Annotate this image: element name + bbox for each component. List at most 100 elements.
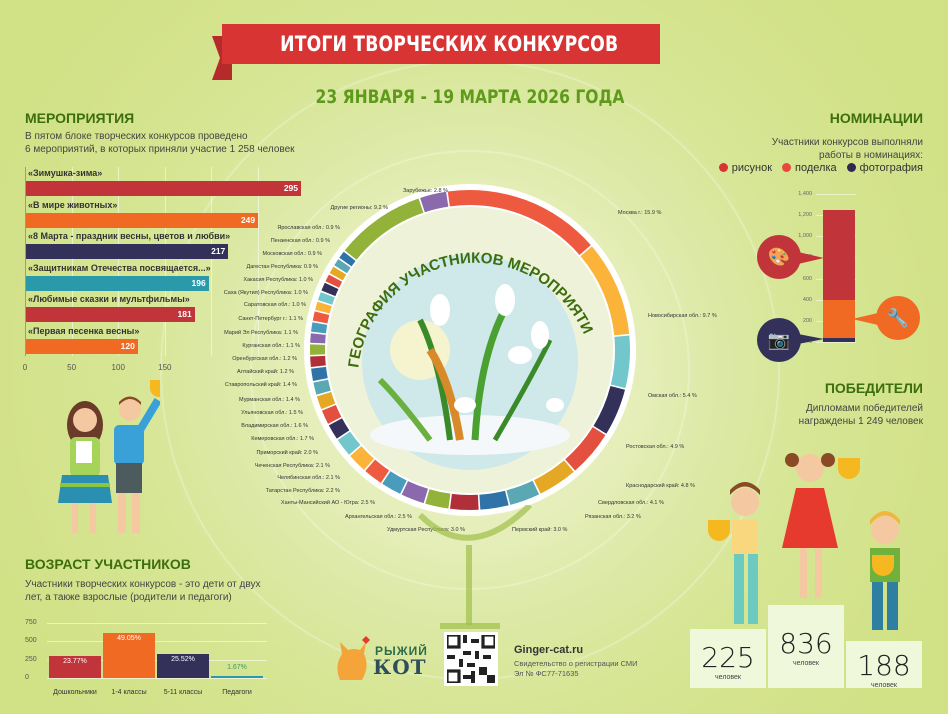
event-value: 181 bbox=[177, 309, 192, 319]
separator: : bbox=[290, 423, 294, 429]
site-link[interactable]: Ginger-cat.ru bbox=[514, 644, 584, 656]
separator: : bbox=[322, 488, 326, 494]
separator: : bbox=[430, 188, 434, 194]
grid-line bbox=[118, 167, 120, 356]
qr-code[interactable] bbox=[444, 632, 498, 686]
donut-segment bbox=[328, 418, 350, 439]
age-bar: 1.67% bbox=[211, 664, 263, 678]
region-value: 1.0 bbox=[298, 277, 307, 283]
donut-segment bbox=[334, 259, 351, 274]
kids-with-trophy-illustration bbox=[58, 380, 160, 533]
event-bar: 181 bbox=[26, 307, 195, 322]
region-unit: % bbox=[325, 238, 330, 244]
event-label: «В мире животных» bbox=[28, 199, 118, 210]
separator: : bbox=[322, 475, 326, 481]
region-name: Ульяновская обл. bbox=[241, 410, 286, 416]
region-name: Ростовская обл. bbox=[626, 444, 668, 450]
nominations-legend: рисунок поделка фотография bbox=[718, 162, 923, 174]
region-name: Дагестан Республика bbox=[246, 264, 301, 270]
region-unit: % bbox=[313, 450, 318, 456]
region-name: Мурманская обл. bbox=[239, 397, 283, 403]
legend-dot-icon bbox=[846, 163, 856, 172]
donut-segment bbox=[339, 251, 356, 267]
region-label: Новосибирская обл.: 9.7 % bbox=[648, 313, 717, 319]
event-value: 295 bbox=[283, 183, 298, 193]
region-label: Саха (Якутия) Республика: 1.0 % bbox=[224, 290, 308, 296]
region-value: 1.0 bbox=[291, 302, 300, 308]
region-value: 1.0 bbox=[293, 290, 302, 296]
region-value: 1.1 bbox=[285, 343, 294, 349]
winners-heading: ПОБЕДИТЕЛИ bbox=[824, 380, 923, 396]
region-name: Другие регионы bbox=[330, 205, 371, 211]
region-name: Санкт-Петербург г. bbox=[238, 316, 286, 322]
bubble-pointer bbox=[798, 334, 824, 344]
separator: : bbox=[394, 514, 398, 520]
grid-line bbox=[816, 342, 856, 343]
region-unit: % bbox=[407, 514, 412, 520]
region-name: Краснодарский край bbox=[626, 483, 678, 489]
donut-segment bbox=[311, 366, 328, 382]
region-value: 3.2 bbox=[626, 514, 635, 520]
separator: : bbox=[641, 210, 645, 216]
podium-first-place: 836 человек bbox=[768, 605, 844, 688]
event-bar: 249 bbox=[26, 212, 259, 228]
event-bar: 295 bbox=[26, 181, 301, 196]
region-value: 1.7 bbox=[299, 436, 308, 442]
qr-code-icon bbox=[445, 633, 497, 685]
donut-segment bbox=[593, 386, 625, 434]
age-percent: 25.52% bbox=[171, 656, 195, 664]
donut-segment bbox=[450, 493, 479, 510]
region-unit: % bbox=[325, 463, 330, 469]
donut-segment bbox=[321, 404, 342, 424]
donut-segment bbox=[365, 459, 390, 483]
page-title: ИТОГИ ТВОРЧЕСКИХ КОНКУРСОВ bbox=[280, 32, 619, 56]
region-unit: % bbox=[679, 444, 685, 450]
winners-section: ПОБЕДИТЕЛИ Дипломами победителей награжд… bbox=[703, 380, 923, 428]
region-name: Курганская обл. bbox=[242, 343, 283, 349]
region-name: Хакасия Республика bbox=[243, 277, 296, 283]
region-name: Кемеровская обл. bbox=[251, 436, 297, 442]
winners-kids-illustration bbox=[708, 453, 900, 630]
region-unit: % bbox=[635, 514, 641, 520]
date-range: 23 ЯНВАРЯ - 19 МАРТА 2026 ГОДА bbox=[315, 86, 625, 108]
separator: : bbox=[370, 205, 374, 211]
region-unit: % bbox=[309, 436, 314, 442]
region-label: Чеченская Республика: 2.1 % bbox=[255, 463, 330, 469]
region-name: Новосибирская обл. bbox=[648, 313, 700, 319]
legend-item-craft: поделка bbox=[782, 162, 837, 174]
nominations-description: Участники конкурсов выполняли работы в н… bbox=[703, 136, 923, 162]
event-bar-row: «Первая песенка весны» 120 bbox=[26, 325, 316, 354]
event-value: 120 bbox=[120, 340, 135, 351]
region-label: Оренбургская обл.: 1.2 % bbox=[232, 356, 297, 362]
events-axis bbox=[25, 167, 26, 356]
region-value: 2.1 bbox=[315, 463, 324, 469]
event-value: 196 bbox=[191, 277, 206, 288]
age-category: Дошкольники bbox=[53, 689, 97, 696]
separator: : bbox=[357, 500, 361, 506]
region-name: Омская обл. bbox=[648, 393, 680, 399]
region-value: 3.0 bbox=[553, 527, 561, 533]
legend-dot-icon bbox=[718, 163, 728, 172]
donut-segment bbox=[310, 355, 326, 367]
region-value: 1.2 bbox=[282, 356, 291, 362]
separator: : bbox=[282, 343, 286, 349]
separator: : bbox=[280, 330, 284, 336]
region-name: Марий Эл Республика bbox=[224, 330, 281, 336]
donut-segment bbox=[344, 198, 424, 260]
region-label: Дагестан Республика: 0.9 % bbox=[247, 264, 319, 270]
axis-tick: 750 bbox=[25, 619, 37, 626]
region-name: Ставропольский край bbox=[224, 382, 280, 388]
podium-caption: человек bbox=[715, 674, 741, 681]
region-name: Ханты-Мансийский АО - Югра bbox=[280, 500, 358, 506]
event-bar-row: «Зимушка-зима» 295 bbox=[26, 167, 316, 196]
separator: : bbox=[285, 316, 289, 322]
event-bar-row: «Любимые сказки и мультфильмы» 181 bbox=[26, 293, 316, 322]
region-value: 2.1 bbox=[325, 475, 334, 481]
axis-tick: 600 bbox=[802, 275, 812, 282]
donut-segment bbox=[382, 471, 407, 494]
donut-segment bbox=[420, 191, 449, 213]
age-category: 1-4 классы bbox=[111, 689, 147, 696]
donut-segment bbox=[317, 292, 335, 305]
legend-label: рисунок bbox=[731, 162, 773, 174]
event-bar: 217 bbox=[26, 244, 229, 259]
